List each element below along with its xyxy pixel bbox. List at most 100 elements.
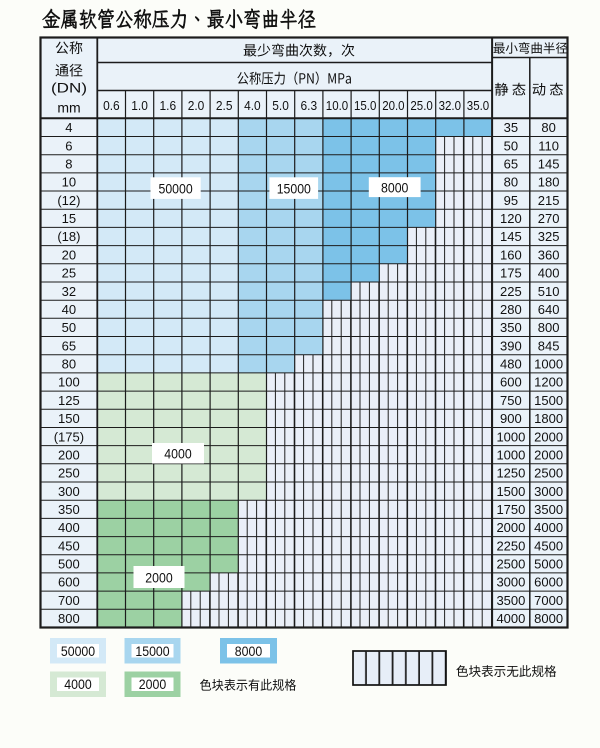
- svg-text:(DN): (DN): [51, 80, 87, 96]
- svg-text:4000: 4000: [496, 611, 525, 626]
- svg-text:800: 800: [538, 320, 560, 335]
- svg-text:250: 250: [58, 466, 80, 481]
- svg-text:50000: 50000: [61, 643, 95, 659]
- svg-text:80: 80: [504, 175, 518, 190]
- svg-text:95: 95: [504, 193, 518, 208]
- svg-text:15000: 15000: [135, 643, 169, 659]
- svg-text:4000: 4000: [64, 676, 92, 692]
- svg-text:900: 900: [500, 411, 522, 426]
- svg-text:700: 700: [58, 593, 80, 608]
- svg-text:35.0: 35.0: [467, 98, 489, 113]
- svg-text:(12): (12): [57, 193, 80, 208]
- svg-text:2250: 2250: [496, 538, 525, 553]
- svg-text:7000: 7000: [534, 593, 563, 608]
- svg-text:280: 280: [500, 302, 522, 317]
- svg-text:(175): (175): [54, 429, 84, 444]
- svg-text:215: 215: [538, 193, 560, 208]
- svg-text:120: 120: [500, 211, 522, 226]
- svg-text:8000: 8000: [534, 611, 563, 626]
- svg-text:750: 750: [500, 393, 522, 408]
- svg-text:1250: 1250: [496, 466, 525, 481]
- svg-text:4000: 4000: [534, 520, 563, 535]
- svg-text:2500: 2500: [496, 557, 525, 572]
- svg-text:15: 15: [62, 211, 76, 226]
- svg-text:600: 600: [58, 575, 80, 590]
- svg-text:3500: 3500: [534, 502, 563, 517]
- svg-text:32: 32: [62, 284, 76, 299]
- svg-text:2000: 2000: [534, 429, 563, 444]
- svg-text:0.6: 0.6: [103, 98, 120, 113]
- svg-text:35: 35: [504, 120, 518, 135]
- svg-text:1.6: 1.6: [160, 98, 177, 113]
- svg-text:110: 110: [538, 138, 559, 153]
- svg-text:65: 65: [62, 338, 76, 353]
- svg-text:5.0: 5.0: [272, 98, 289, 113]
- svg-text:325: 325: [538, 229, 560, 244]
- svg-text:1800: 1800: [534, 411, 563, 426]
- svg-text:1.0: 1.0: [131, 98, 148, 113]
- svg-text:10: 10: [62, 175, 76, 190]
- svg-text:2.0: 2.0: [188, 98, 205, 113]
- svg-text:200: 200: [58, 447, 80, 462]
- svg-text:1500: 1500: [534, 393, 563, 408]
- svg-text:180: 180: [538, 175, 560, 190]
- svg-text:2000: 2000: [534, 447, 563, 462]
- svg-text:150: 150: [58, 411, 80, 426]
- svg-text:175: 175: [500, 266, 522, 281]
- svg-text:4: 4: [65, 120, 72, 135]
- svg-text:25.0: 25.0: [410, 98, 432, 113]
- svg-text:350: 350: [500, 320, 522, 335]
- svg-text:(18): (18): [57, 229, 80, 244]
- svg-text:80: 80: [62, 357, 76, 372]
- svg-text:390: 390: [500, 338, 522, 353]
- svg-text:510: 510: [538, 284, 560, 299]
- svg-text:10.0: 10.0: [326, 98, 348, 113]
- svg-text:1000: 1000: [496, 429, 525, 444]
- svg-text:2000: 2000: [496, 520, 525, 535]
- svg-text:4.0: 4.0: [244, 98, 261, 113]
- svg-text:270: 270: [538, 211, 560, 226]
- svg-text:100: 100: [58, 375, 80, 390]
- svg-text:50: 50: [62, 320, 76, 335]
- svg-text:mm: mm: [57, 100, 80, 116]
- svg-text:1000: 1000: [534, 357, 563, 372]
- svg-text:4000: 4000: [164, 446, 192, 462]
- svg-text:160: 160: [500, 247, 522, 262]
- svg-text:6000: 6000: [534, 575, 563, 590]
- svg-text:25: 25: [62, 266, 76, 281]
- svg-text:32.0: 32.0: [439, 98, 461, 113]
- svg-text:350: 350: [58, 502, 80, 517]
- svg-text:8: 8: [65, 157, 72, 172]
- svg-text:145: 145: [500, 229, 522, 244]
- svg-text:40: 40: [62, 302, 76, 317]
- svg-text:1200: 1200: [534, 375, 563, 390]
- svg-text:225: 225: [500, 284, 522, 299]
- svg-text:1750: 1750: [496, 502, 525, 517]
- svg-text:3500: 3500: [496, 593, 525, 608]
- svg-text:360: 360: [538, 247, 560, 262]
- svg-text:845: 845: [538, 338, 560, 353]
- svg-text:3000: 3000: [534, 484, 563, 499]
- svg-text:2000: 2000: [139, 676, 167, 692]
- svg-text:125: 125: [58, 393, 80, 408]
- svg-text:65: 65: [504, 157, 518, 172]
- svg-text:2.5: 2.5: [216, 98, 233, 113]
- svg-text:5000: 5000: [534, 557, 563, 572]
- svg-text:8000: 8000: [381, 179, 409, 195]
- svg-text:4500: 4500: [534, 538, 563, 553]
- svg-text:800: 800: [58, 611, 80, 626]
- svg-text:1000: 1000: [496, 447, 525, 462]
- svg-text:400: 400: [58, 520, 80, 535]
- svg-text:2000: 2000: [145, 569, 173, 585]
- svg-text:80: 80: [541, 120, 555, 135]
- svg-text:6.3: 6.3: [301, 98, 318, 113]
- svg-text:1500: 1500: [496, 484, 525, 499]
- svg-text:450: 450: [58, 538, 80, 553]
- svg-text:480: 480: [500, 357, 522, 372]
- svg-text:3000: 3000: [496, 575, 525, 590]
- svg-text:600: 600: [500, 375, 522, 390]
- svg-text:640: 640: [538, 302, 560, 317]
- svg-text:8000: 8000: [235, 643, 263, 659]
- svg-text:50000: 50000: [159, 180, 193, 196]
- svg-text:2500: 2500: [534, 466, 563, 481]
